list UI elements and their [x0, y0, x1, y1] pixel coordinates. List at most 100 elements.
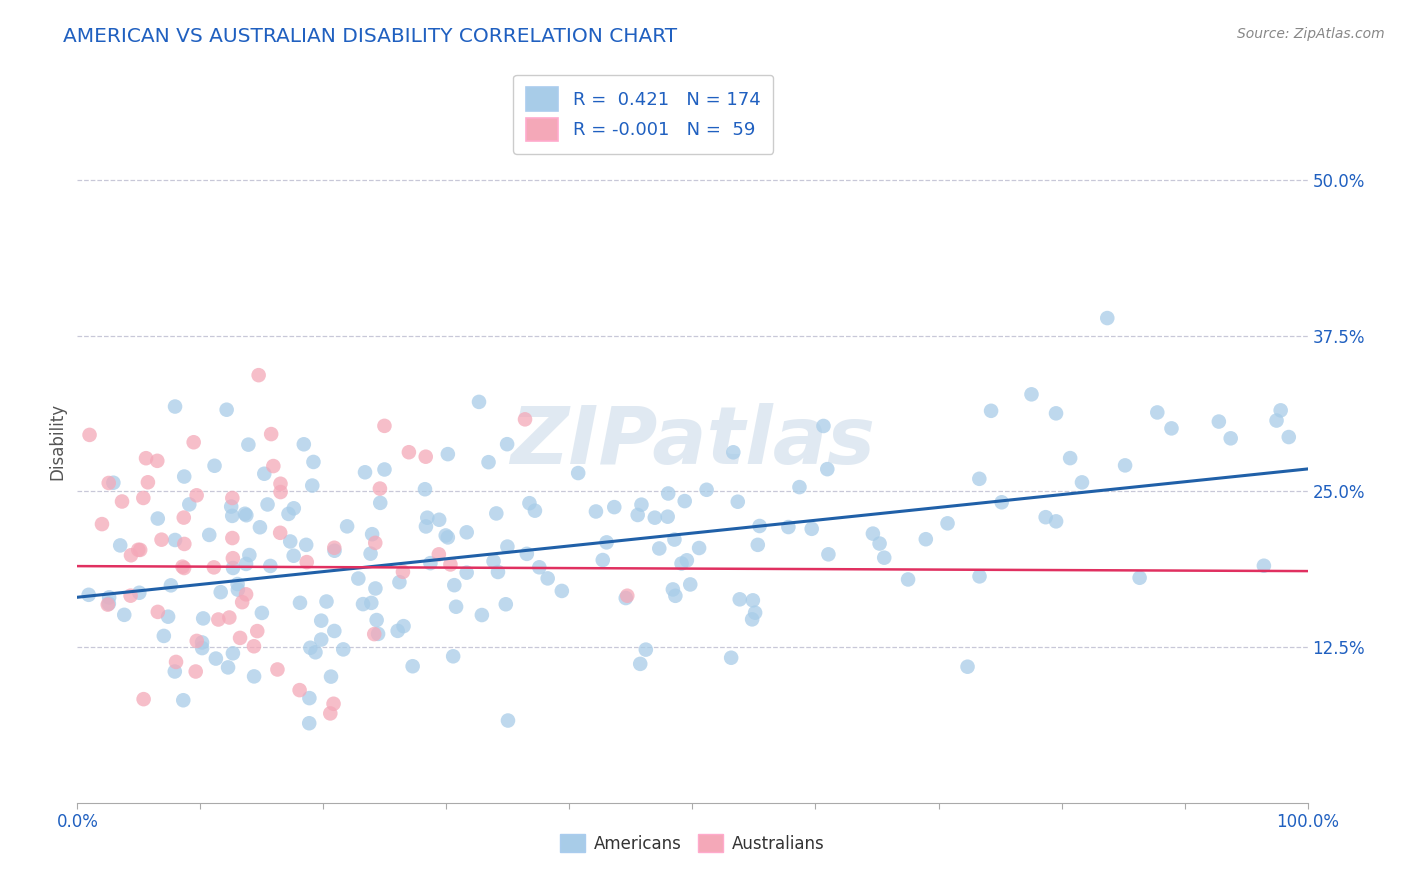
Point: [221, 531, 243, 545]
Point: [1045, 406, 1067, 420]
Point: [323, 543, 346, 558]
Point: [301, 478, 323, 492]
Point: [673, 494, 696, 508]
Point: [253, 467, 276, 481]
Legend: Americans, Australians: Americans, Australians: [554, 828, 831, 860]
Point: [1219, 431, 1241, 445]
Text: Source: ZipAtlas.com: Source: ZipAtlas.com: [1237, 27, 1385, 41]
Point: [456, 525, 478, 540]
Point: [235, 508, 257, 523]
Point: [269, 525, 291, 540]
Point: [184, 665, 207, 679]
Point: [1208, 415, 1230, 429]
Point: [495, 597, 517, 611]
Point: [392, 565, 415, 579]
Point: [256, 498, 278, 512]
Point: [79, 428, 101, 442]
Point: [676, 553, 699, 567]
Point: [295, 538, 318, 552]
Point: [1278, 430, 1301, 444]
Point: [516, 547, 538, 561]
Point: [720, 650, 742, 665]
Point: [679, 577, 702, 591]
Point: [221, 491, 243, 505]
Point: [198, 528, 221, 542]
Point: [747, 538, 769, 552]
Point: [748, 519, 770, 533]
Point: [249, 520, 271, 534]
Point: [111, 494, 134, 508]
Point: [592, 553, 614, 567]
Point: [298, 716, 321, 731]
Point: [222, 561, 245, 575]
Point: [233, 507, 256, 521]
Point: [278, 534, 301, 549]
Point: [567, 466, 589, 480]
Point: [165, 533, 187, 547]
Point: [513, 412, 536, 426]
Point: [444, 599, 467, 614]
Point: [1045, 514, 1067, 528]
Point: [434, 528, 457, 542]
Point: [97, 597, 120, 611]
Point: [112, 607, 135, 622]
Point: [662, 582, 685, 597]
Point: [132, 491, 155, 505]
Point: [441, 649, 464, 664]
Point: [360, 596, 382, 610]
Point: [292, 437, 315, 451]
Point: [1253, 558, 1275, 573]
Point: [415, 450, 437, 464]
Point: [897, 573, 920, 587]
Point: [789, 480, 811, 494]
Point: [150, 533, 173, 547]
Point: [136, 475, 159, 490]
Point: [969, 472, 991, 486]
Point: [969, 569, 991, 583]
Point: [813, 419, 835, 434]
Point: [259, 558, 281, 573]
Point: [128, 586, 150, 600]
Point: [477, 455, 499, 469]
Point: [956, 659, 979, 673]
Point: [688, 541, 710, 555]
Point: [270, 485, 292, 500]
Point: [471, 608, 494, 623]
Point: [741, 612, 763, 626]
Point: [207, 613, 229, 627]
Point: [657, 486, 679, 500]
Text: ZIPatlas: ZIPatlas: [510, 402, 875, 481]
Point: [146, 454, 169, 468]
Point: [298, 691, 321, 706]
Point: [132, 692, 155, 706]
Point: [247, 368, 270, 383]
Point: [364, 536, 387, 550]
Point: [315, 594, 337, 608]
Point: [644, 510, 666, 524]
Point: [97, 598, 120, 612]
Point: [163, 665, 186, 679]
Point: [1021, 387, 1043, 401]
Point: [368, 496, 391, 510]
Point: [427, 513, 450, 527]
Point: [360, 547, 382, 561]
Point: [1059, 451, 1081, 466]
Point: [990, 495, 1012, 509]
Point: [323, 624, 346, 638]
Point: [217, 660, 239, 674]
Point: [630, 498, 652, 512]
Point: [163, 400, 186, 414]
Point: [172, 559, 194, 574]
Point: [364, 582, 387, 596]
Point: [221, 508, 243, 523]
Point: [222, 646, 245, 660]
Point: [229, 631, 252, 645]
Point: [439, 558, 461, 572]
Point: [238, 437, 260, 451]
Point: [485, 507, 508, 521]
Point: [260, 427, 283, 442]
Point: [523, 504, 546, 518]
Point: [172, 693, 194, 707]
Point: [778, 520, 800, 534]
Point: [468, 395, 491, 409]
